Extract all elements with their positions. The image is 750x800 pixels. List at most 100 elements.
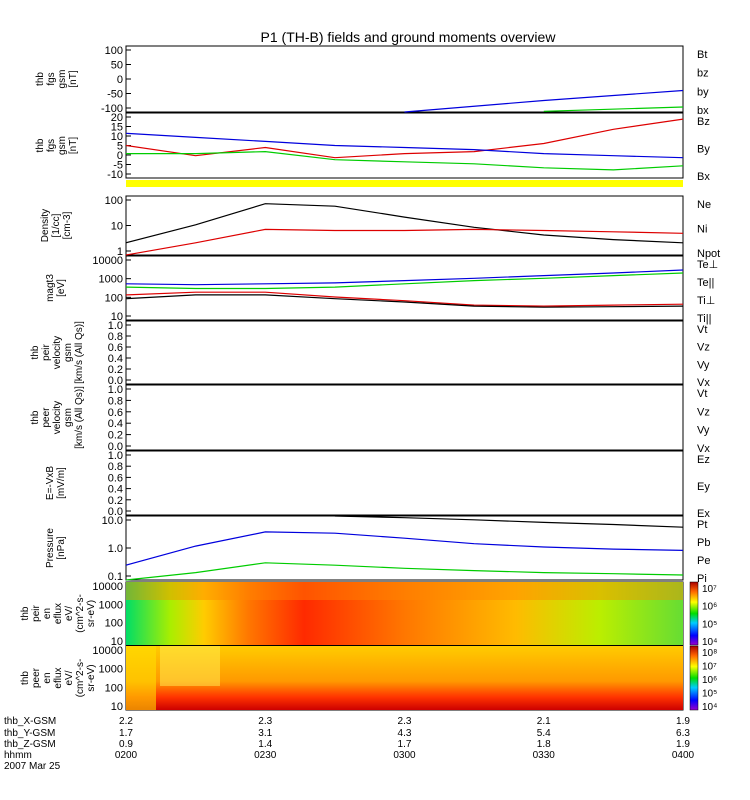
x-axis-row-label: thb_Z-GSM [4, 739, 56, 750]
y-tick-label: 10 [111, 636, 123, 648]
legend-entry: Npot [697, 248, 720, 260]
x-axis-value: 0400 [672, 750, 695, 761]
y-axis-label: thb [20, 606, 31, 620]
y-tick-label: -5 [113, 160, 123, 172]
y-tick-label: 100 [105, 682, 123, 694]
y-axis-label: magt3 [45, 274, 56, 302]
series-Te|| [125, 294, 684, 308]
legend-entry: Ni [697, 224, 707, 236]
x-axis-value: 6.3 [676, 728, 690, 739]
colorbar-peer [689, 645, 699, 711]
y-tick-label: 0.1 [108, 571, 123, 583]
legend-entry: Ez [697, 454, 710, 466]
legend-entry: Pi [697, 573, 707, 585]
y-tick-label: 0 [117, 74, 123, 86]
y-tick-label: 0.2 [108, 430, 123, 442]
x-axis-value: 0200 [115, 750, 138, 761]
y-tick-label: 10 [111, 311, 123, 323]
legend-entry: bx [697, 105, 709, 117]
figure-title: P1 (TH-B) fields and ground moments over… [261, 29, 557, 45]
x-axis-value: 0230 [254, 750, 277, 761]
x-axis-value: 2.3 [398, 716, 412, 727]
y-tick-label: 10.0 [102, 515, 123, 527]
x-axis-row-label: 2007 Mar 25 [4, 761, 61, 772]
y-axis-label: eflux [53, 667, 64, 688]
panel-frame [125, 112, 684, 179]
y-axis-label: E=-VxB [45, 466, 56, 501]
x-axis-value: 1.9 [676, 716, 690, 727]
y-axis-label: fgs [46, 72, 57, 85]
panel-frame [125, 320, 684, 385]
y-axis-label: [nPa] [56, 536, 67, 560]
x-axis-value: 1.8 [537, 739, 551, 750]
legend-entry: Ne [697, 199, 711, 211]
legend-entry: bz [697, 68, 709, 80]
y-tick-label: 1.0 [108, 384, 123, 396]
x-axis-value: 2.1 [537, 716, 551, 727]
y-axis-label: gsm [63, 408, 74, 427]
y-tick-label: 0.6 [108, 472, 123, 484]
y-tick-label: 10000 [92, 645, 123, 657]
colorbar-label: 10⁶ [702, 602, 717, 613]
y-axis-label: eflux [53, 603, 64, 624]
y-axis-label: [nT] [68, 137, 79, 154]
legend-entry: By [697, 144, 710, 156]
y-tick-label: 0.4 [108, 418, 123, 430]
y-axis-label: peer [41, 407, 52, 428]
x-axis-value: 2.2 [119, 716, 133, 727]
y-tick-label: 0 [117, 150, 123, 162]
panel-peir_velocity: 1.00.80.60.40.20.0 thb peir velocity gsm [km/… [30, 320, 710, 389]
y-axis-label: gsm [57, 136, 68, 155]
series-Pe [125, 562, 684, 581]
series-Pi [125, 531, 684, 566]
y-tick-label: 1.0 [108, 543, 123, 555]
y-tick-label: 100 [105, 45, 123, 57]
y-axis-label: thb [35, 138, 46, 152]
y-tick-label: 10 [111, 131, 123, 143]
y-tick-label: 0.0 [108, 506, 123, 518]
y-tick-label: 100 [105, 292, 123, 304]
y-tick-label: 15 [111, 122, 123, 134]
y-tick-label: -10 [107, 169, 123, 181]
x-axis-value: 1.7 [398, 739, 412, 750]
series-Ti|| [125, 272, 684, 290]
y-axis-label: eV/ [64, 670, 75, 685]
y-tick-label: 50 [111, 60, 123, 72]
colorbar-label: 10⁷ [702, 584, 717, 595]
y-axis-label: gsm [57, 70, 68, 89]
y-axis-label: [km/s (All Qs)] [74, 321, 85, 384]
y-axis-label: velocity [52, 336, 63, 369]
y-axis-label: sr-eV) [86, 600, 97, 627]
series-By [126, 150, 684, 171]
y-tick-label: 20 [111, 112, 123, 124]
colorbar-label: 10⁶ [702, 675, 717, 686]
colorbar-label: 10⁴ [702, 637, 717, 648]
y-axis-label: thb [30, 410, 41, 424]
series-Te⊥ [125, 291, 684, 307]
legend-entry: Te|| [697, 277, 714, 289]
legend-entry: Vy [697, 425, 710, 437]
legend-entry: Pb [697, 537, 710, 549]
y-axis-label: thb [20, 671, 31, 685]
y-tick-label: 10000 [92, 255, 123, 267]
series-bx [404, 89, 684, 113]
colorbar-label: 10⁸ [702, 648, 717, 659]
y-tick-label: 1 [117, 246, 123, 258]
y-tick-label: 0.6 [108, 342, 123, 354]
y-tick-label: 100 [105, 618, 123, 630]
legend-entry: Ey [697, 481, 710, 493]
y-tick-label: 0.8 [108, 395, 123, 407]
x-axis-value: 4.3 [398, 728, 412, 739]
y-tick-label: 0.4 [108, 484, 123, 496]
legend-entry: Vt [697, 324, 707, 336]
legend-entry: Vz [697, 342, 710, 354]
spectrogram-peer [126, 646, 683, 710]
x-axis-value: 0300 [393, 750, 416, 761]
legend-entry: Vx [697, 443, 710, 455]
panel-frame [125, 195, 684, 256]
y-tick-label: 0.2 [108, 364, 123, 376]
x-axis-value: 5.4 [537, 728, 551, 739]
